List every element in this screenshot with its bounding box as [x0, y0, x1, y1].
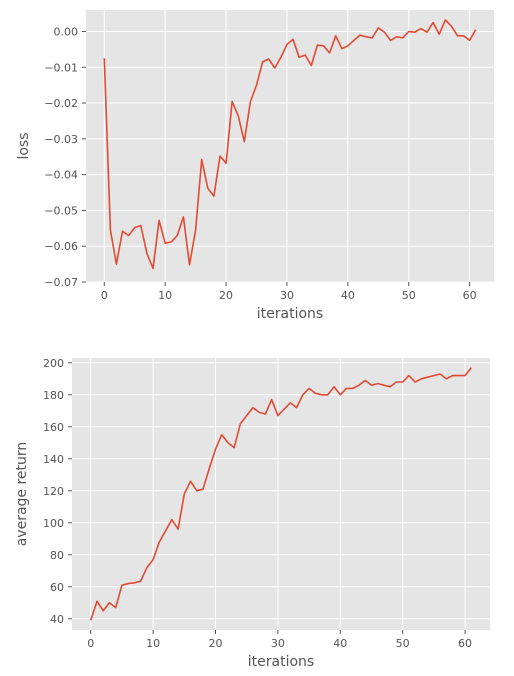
x-tick-label: 10	[146, 637, 160, 650]
x-tick-label: 50	[396, 637, 410, 650]
y-tick-label: −0.06	[44, 240, 78, 253]
x-tick-label: 10	[158, 289, 172, 302]
x-tick-label: 40	[333, 637, 347, 650]
x-tick-label: 40	[341, 289, 355, 302]
y-tick-label: 120	[43, 485, 64, 498]
x-tick-label: 20	[208, 637, 222, 650]
x-tick-label: 20	[219, 289, 233, 302]
y-tick-label: 100	[43, 517, 64, 530]
y-tick-label: −0.04	[44, 169, 78, 182]
y-tick-label: 200	[43, 357, 64, 370]
y-axis-label: average return	[14, 442, 30, 547]
x-axis-label: iterations	[248, 654, 314, 670]
series-line	[89, 367, 472, 621]
series-line	[103, 19, 477, 270]
x-tick-label: 0	[101, 289, 108, 302]
y-tick-label: −0.07	[44, 276, 78, 289]
y-tick-label: −0.01	[44, 61, 78, 74]
y-tick-label: 140	[43, 453, 64, 466]
x-tick-label: 60	[458, 637, 472, 650]
chart-1: 0 10 20 30 40 50 60 −0.07 −0.06 −0.05 −0.04 −0.03 −0…	[16, 10, 494, 322]
y-tick-label: 40	[50, 613, 64, 626]
plot-area	[72, 358, 490, 630]
y-axis-label: loss	[16, 132, 32, 159]
y-tick-label: 180	[43, 389, 64, 402]
x-axis-label: iterations	[257, 306, 323, 322]
chart-2: 0 10 20 30 40 50 60 40 60 80 100 120 140 160 180 200 ite…	[14, 357, 490, 670]
y-tick-label: 60	[50, 581, 64, 594]
y-tick-label: −0.05	[44, 204, 78, 217]
y-tick-label: −0.02	[44, 97, 78, 110]
x-tick-label: 0	[87, 637, 94, 650]
x-tick-label: 60	[463, 289, 477, 302]
x-tick-label: 30	[271, 637, 285, 650]
y-tick-label: 0.00	[54, 25, 79, 38]
plot-area	[86, 10, 494, 282]
y-tick-label: 80	[50, 549, 64, 562]
x-tick-label: 30	[280, 289, 294, 302]
y-tick-label: −0.03	[44, 133, 78, 146]
y-tick-label: 160	[43, 421, 64, 434]
x-tick-label: 50	[402, 289, 416, 302]
